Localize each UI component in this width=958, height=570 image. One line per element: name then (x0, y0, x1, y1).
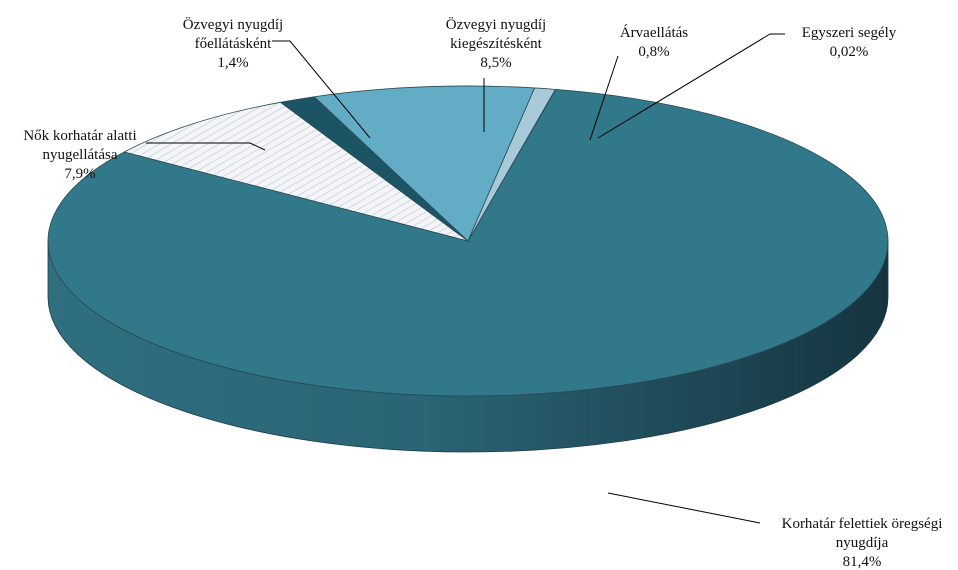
pie-slice (47, 89, 889, 397)
slice-value-label: 1,4% (217, 55, 248, 71)
slice-label: kiegészítésként (450, 36, 542, 52)
slice-value-label: 7,9% (64, 166, 95, 182)
leader-line (589, 55, 619, 141)
leader-line (597, 33, 785, 139)
leader-line (272, 40, 371, 139)
slice-label: Özvegyi nyugdíj (183, 16, 283, 33)
leader-line (146, 142, 266, 151)
slice-label: Árvaellátás (620, 24, 688, 41)
pie-label-layer: Korhatár felettiek öregségi nyugdíja 81,4%… (23, 16, 942, 570)
slice-value-label: 81,4% (843, 554, 882, 570)
pie-slice (123, 101, 469, 242)
slice-value-label: 8,5% (480, 55, 511, 71)
pie-top-layer (47, 85, 889, 397)
slice-label: Korhatár felettiek öregségi (782, 516, 943, 532)
slice-label: Egyszeri segély (802, 25, 897, 41)
slice-label: Nők korhatár alatti (23, 128, 136, 144)
slice-label: Özvegyi nyugdíj (446, 16, 546, 33)
leader-line (607, 492, 761, 524)
slice-label: nyugdíja (836, 535, 889, 551)
slice-value-label: 0,02% (830, 44, 869, 60)
pie-slice (467, 87, 556, 242)
slice-label: főellátásként (195, 36, 272, 52)
pie-slice (313, 85, 535, 242)
slice-label: nyugellátása (43, 147, 118, 163)
slice-value-label: 0,8% (638, 44, 669, 60)
